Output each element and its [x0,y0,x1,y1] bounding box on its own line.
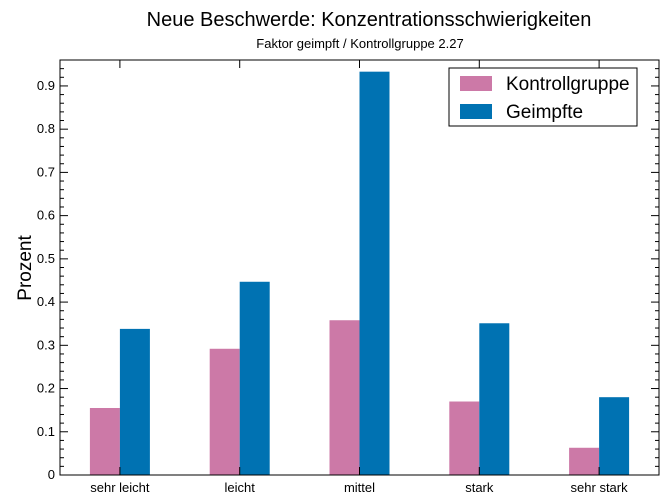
plot-frame [59,59,660,476]
x-tick-label-leicht: leicht [225,480,256,495]
y-tick-label-1: 0.1 [37,424,55,439]
legend-label-kontrollgruppe: Kontrollgruppe [506,74,630,95]
bar-kontrollgruppe-stark [449,401,480,475]
bar-geimpfte-leicht [239,281,270,475]
bar-kontrollgruppe-sehr-leicht [89,407,120,475]
y-tick-label-5: 0.5 [37,251,55,266]
chart-title: Neue Beschwerde: Konzentrationsschwierig… [147,9,592,31]
x-tick-label-sehr-leicht: sehr leicht [90,480,150,495]
bar-kontrollgruppe-mittel [329,320,360,475]
y-tick-label-8: 0.8 [37,121,55,136]
legend-swatch-geimpfte [460,104,492,119]
bar-kontrollgruppe-leicht [209,348,240,475]
chart-subtitle: Faktor geimpft / Kontrollgruppe 2.27 [256,36,463,51]
legend: Kontrollgruppe Geimpfte [448,67,638,127]
y-tick-label-3: 0.3 [37,337,55,352]
legend-swatch-kontrollgruppe [460,76,492,91]
x-tick-label-sehr-stark: sehr stark [571,480,629,495]
y-tick-label-7: 0.7 [37,164,55,179]
y-tick-label-9: 0.9 [37,78,55,93]
x-tick-label-mittel: mittel [344,480,375,495]
y-tick-label-2: 0.2 [37,381,55,396]
x-tick-label-stark: stark [465,480,494,495]
y-tick-label-0: 0 [48,467,55,482]
y-axis-label: Prozent [15,235,36,301]
bar-kontrollgruppe-sehr-stark [569,447,600,475]
legend-label-geimpfte: Geimpfte [506,102,583,123]
bar-geimpfte-mittel [359,71,390,475]
y-tick-label-6: 0.6 [37,208,55,223]
bar-geimpfte-sehr-leicht [119,328,150,475]
y-tick-label-4: 0.4 [37,294,55,309]
bar-geimpfte-sehr-stark [599,397,630,475]
bar-geimpfte-stark [479,323,510,475]
